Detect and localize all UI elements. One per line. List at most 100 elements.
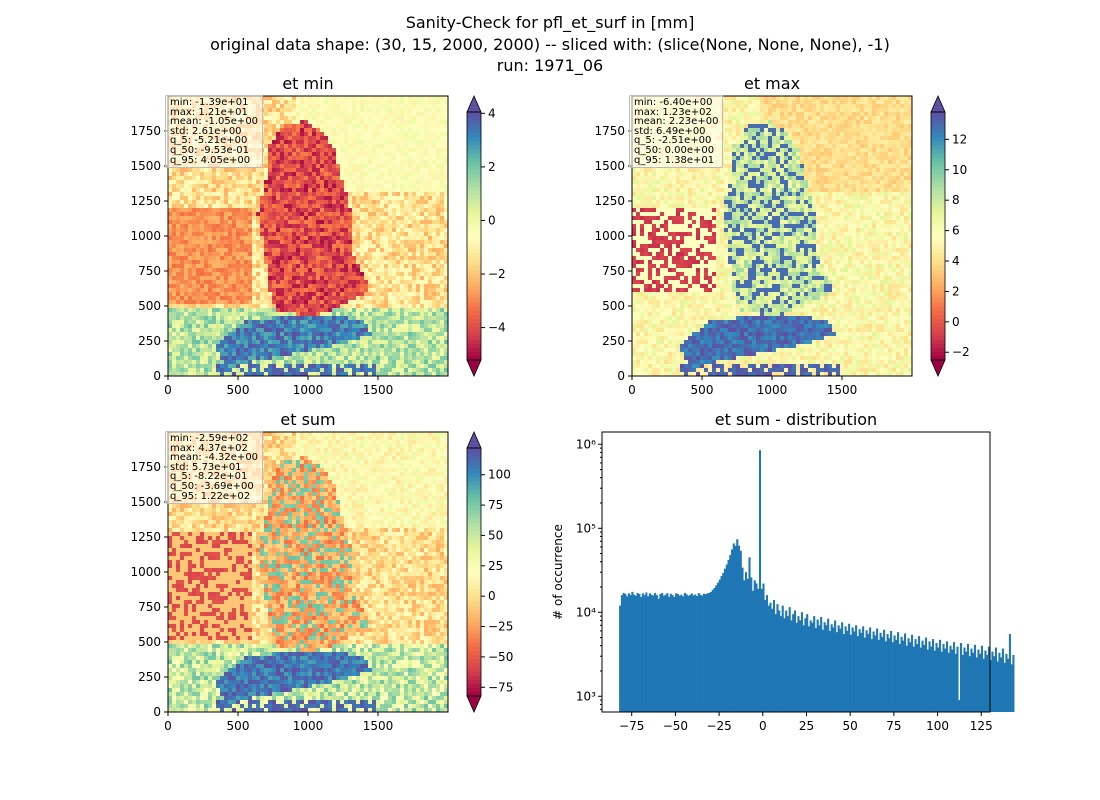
heatmap-cell (336, 308, 341, 313)
heatmap-cell (340, 236, 345, 241)
heatmap-cell (268, 156, 273, 161)
heatmap-cell (388, 184, 393, 189)
heatmap-cell (244, 332, 249, 337)
heatmap-cell (408, 340, 413, 345)
heatmap-cell (348, 220, 353, 225)
heatmap-cell (416, 116, 421, 121)
heatmap-cell (436, 320, 441, 325)
heatmap-cell (336, 112, 341, 117)
heatmap-cell (288, 188, 293, 193)
heatmap-cell (384, 220, 389, 225)
heatmap-cell (184, 224, 189, 229)
heatmap-cell (444, 196, 449, 201)
heatmap-cell (408, 232, 413, 237)
heatmap-cell (280, 312, 285, 317)
heatmap-cell (340, 244, 345, 249)
heatmap-cell (172, 292, 177, 297)
heatmap-cell (352, 328, 357, 333)
heatmap-cell (400, 180, 405, 185)
heatmap-cell (184, 168, 189, 173)
heatmap-cell (392, 304, 397, 309)
heatmap-cell (208, 184, 213, 189)
heatmap-cell (304, 108, 309, 113)
heatmap-cell (264, 132, 269, 137)
heatmap-cell (300, 152, 305, 157)
heatmap-cell (196, 356, 201, 361)
heatmap-cell (308, 204, 313, 209)
heatmap-cell (336, 228, 341, 233)
heatmap-cell (316, 176, 321, 181)
heatmap-cell (336, 236, 341, 241)
heatmap-cell (256, 256, 261, 261)
heatmap-cell (288, 316, 293, 321)
heatmap-cell (348, 148, 353, 153)
heatmap-cell (280, 352, 285, 357)
heatmap-cell (432, 284, 437, 289)
heatmap-cell (356, 280, 361, 285)
heatmap-cell (376, 116, 381, 121)
heatmap-cell (192, 336, 197, 341)
heatmap-cell (204, 236, 209, 241)
heatmap-cell (272, 364, 277, 369)
heatmap-cell (208, 252, 213, 257)
y-tick-label: 250 (138, 334, 161, 348)
heatmap-cell (304, 96, 309, 101)
heatmap-cell (288, 120, 293, 125)
heatmap-cell (200, 272, 205, 277)
heatmap-cell (396, 220, 401, 225)
heatmap-cell (436, 100, 441, 105)
heatmap-cell (180, 316, 185, 321)
heatmap-cell (404, 172, 409, 177)
colorbar-segment (467, 136, 481, 142)
heatmap-cell (280, 344, 285, 349)
heatmap-cell (424, 232, 429, 237)
heatmap-cell (408, 180, 413, 185)
heatmap-cell (292, 128, 297, 133)
heatmap-cell (428, 276, 433, 281)
heatmap-cell (232, 236, 237, 241)
heatmap-cell (396, 188, 401, 193)
heatmap-cell (416, 104, 421, 109)
heatmap-cell (172, 316, 177, 321)
heatmap-cell (296, 316, 301, 321)
heatmap-cell (252, 236, 257, 241)
heatmap-cell (332, 212, 337, 217)
heatmap-cell (364, 164, 369, 169)
heatmap-cell (232, 368, 237, 373)
heatmap-cell (204, 272, 209, 277)
heatmap-cell (292, 340, 297, 345)
heatmap-cell (208, 212, 213, 217)
heatmap-cell (256, 240, 261, 245)
heatmap-cell (332, 356, 337, 361)
heatmap-cell (256, 332, 261, 337)
heatmap-cell (408, 164, 413, 169)
heatmap-cell (300, 232, 305, 237)
heatmap-cell (188, 328, 193, 333)
heatmap-cell (364, 312, 369, 317)
heatmap-cell (284, 212, 289, 217)
heatmap-cell (244, 324, 249, 329)
heatmap-cell (224, 328, 229, 333)
heatmap-cell (236, 352, 241, 357)
heatmap-cell (280, 248, 285, 253)
heatmap-cell (420, 284, 425, 289)
heatmap-cell (340, 220, 345, 225)
heatmap-cell (268, 352, 273, 357)
heatmap-cell (324, 140, 329, 145)
heatmap-cell (364, 244, 369, 249)
heatmap-cell (312, 288, 317, 293)
heatmap-cell (304, 216, 309, 221)
heatmap-cell (420, 184, 425, 189)
heatmap-cell (440, 240, 445, 245)
heatmap-cell (364, 340, 369, 345)
heatmap-cell (392, 268, 397, 273)
heatmap-cell (372, 300, 377, 305)
heatmap-cell (380, 308, 385, 313)
heatmap-cell (292, 312, 297, 317)
heatmap-cell (336, 328, 341, 333)
heatmap-cell (284, 340, 289, 345)
heatmap-cell (428, 112, 433, 117)
heatmap-cell (272, 148, 277, 153)
heatmap-cell (412, 188, 417, 193)
heatmap-cell (376, 176, 381, 181)
